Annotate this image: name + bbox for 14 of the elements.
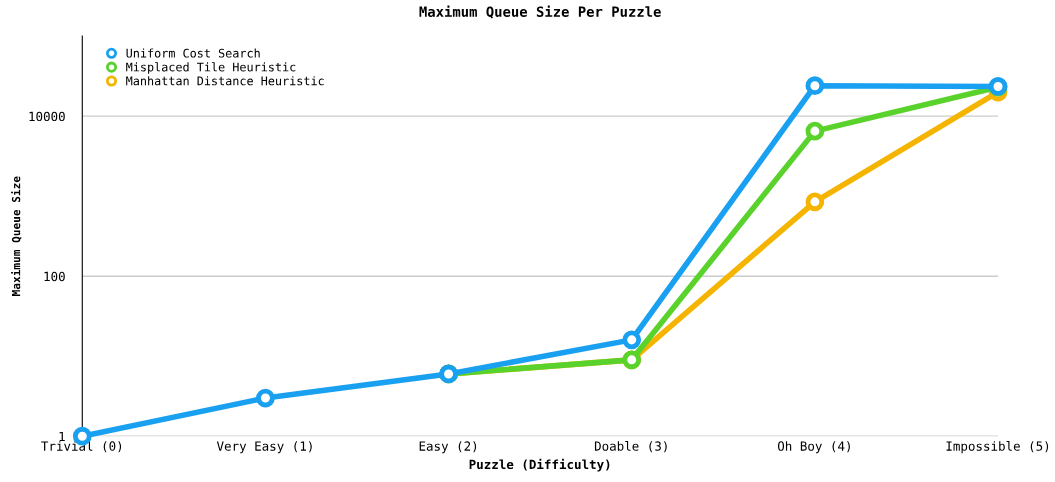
x-tick-label: Doable (3)	[594, 441, 667, 453]
x-tick-label: Very Easy (1)	[216, 441, 312, 454]
y-tick-label: 1	[59, 431, 65, 441]
y-tick-label: 100	[44, 271, 65, 282]
x-tick-label: Oh Boy (4)	[777, 441, 850, 454]
legend-label: Uniform Cost Search	[126, 48, 260, 58]
x-tick-label: Easy (2)	[419, 441, 477, 454]
y-tick-label: 10000	[29, 111, 65, 122]
legend-label: Misplaced Tile Heuristic	[126, 62, 296, 74]
x-axis-title: Puzzle (Difficulty)	[469, 458, 610, 472]
x-tick-label: Impossible (5)	[946, 441, 1049, 454]
legend-label: Manhattan Distance Heuristic	[126, 76, 324, 86]
chart-title: Maximum Queue Size Per Puzzle	[419, 5, 661, 19]
y-axis-title: Maximum Queue Size	[11, 176, 22, 296]
